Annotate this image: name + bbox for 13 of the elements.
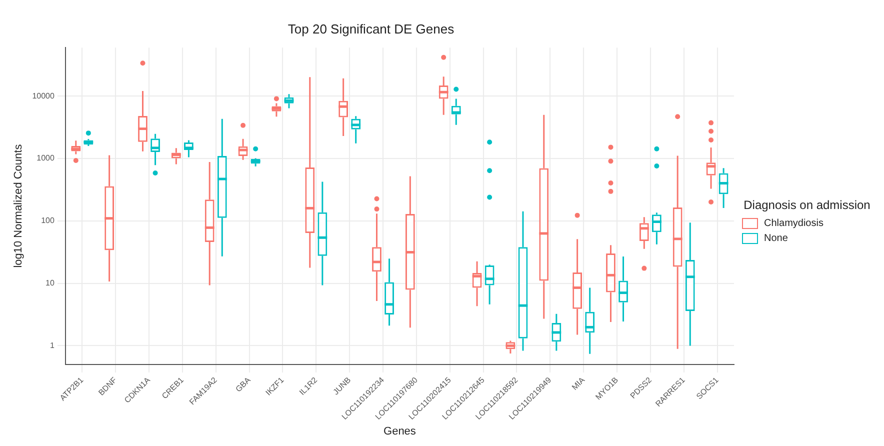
y-tick-label: 10 (46, 278, 55, 288)
x-axis-title: Genes (384, 425, 416, 438)
legend-title: Diagnosis on admission (742, 198, 872, 212)
chart-title: Top 20 Significant DE Genes (288, 21, 455, 36)
legend-label: Chlamydiosis (764, 218, 824, 229)
y-axis-title: log10 Normalized Counts (12, 144, 25, 268)
x-tick-label: MIA (570, 375, 588, 392)
x-tick-label: GBA (234, 375, 253, 394)
y-tick-label: 1 (50, 340, 55, 350)
legend-label: None (764, 233, 788, 244)
y-tick-label: 1000 (36, 154, 55, 163)
y-tick-label: 10000 (32, 91, 55, 100)
y-tick-label: 100 (41, 216, 55, 226)
